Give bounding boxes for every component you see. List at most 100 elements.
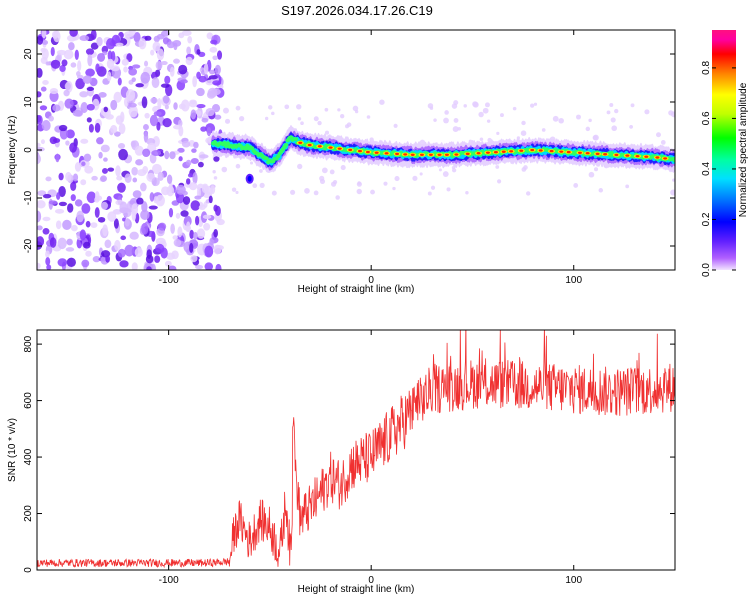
noise-blob (205, 107, 215, 117)
snr-ytick-label: 200 (23, 505, 34, 522)
noise-blob (37, 114, 43, 126)
faint-dot (340, 165, 346, 171)
faint-dot (394, 176, 400, 182)
noise-blob (196, 71, 201, 80)
faint-dot (319, 175, 325, 181)
noise-blob (130, 140, 136, 148)
faint-dot (588, 171, 595, 178)
noise-blob (81, 259, 90, 268)
noise-blob (65, 171, 72, 182)
faint-dot (313, 190, 319, 196)
noise-blob (143, 124, 149, 131)
noise-blob (173, 42, 178, 51)
noise-blob (187, 36, 193, 44)
noise-blob (85, 68, 95, 77)
faint-dot (383, 181, 388, 186)
noise-blob (100, 175, 107, 182)
noise-blob (141, 222, 149, 235)
faint-dot (593, 167, 599, 172)
snr-xtick-label: 0 (368, 575, 374, 586)
noise-blob (37, 262, 41, 269)
noise-blob (162, 117, 172, 128)
noise-blob (146, 266, 152, 270)
faint-dot (213, 176, 218, 180)
noise-blob (177, 147, 185, 153)
ridge-red (655, 156, 660, 159)
noise-blob (85, 48, 95, 55)
spectrogram-ytick-label: -10 (23, 190, 34, 205)
ridge-red (493, 151, 498, 154)
noise-blob (50, 46, 55, 57)
faint-dot (523, 165, 528, 170)
ridge-red (454, 153, 459, 156)
noise-blob (69, 142, 77, 153)
noise-blob (187, 173, 194, 178)
faint-dot (672, 178, 675, 182)
noise-blob (52, 104, 61, 112)
noise-blob (58, 185, 66, 198)
faint-dot (433, 118, 437, 122)
noise-blob (131, 203, 139, 216)
noise-blob (40, 56, 48, 64)
noise-blob (156, 33, 165, 40)
ridge-red (530, 148, 535, 152)
faint-dot (486, 119, 491, 123)
noise-blob (210, 88, 221, 96)
noise-blob (91, 175, 98, 181)
noise-blob (37, 142, 41, 148)
ridge-green (283, 142, 289, 147)
faint-dot (520, 130, 527, 136)
noise-blob (203, 222, 211, 231)
ridge-red (403, 153, 408, 156)
faint-dot (496, 131, 500, 136)
faint-dot (317, 120, 322, 126)
noise-blob (131, 166, 138, 176)
colorbar-tick-label: 0.4 (701, 162, 712, 176)
faint-dot (221, 166, 228, 173)
snr-frame (36, 329, 676, 571)
noise-blob (58, 201, 67, 207)
snr-ytick-label: 600 (23, 392, 34, 409)
noise-blob (103, 106, 109, 113)
noise-blob (117, 77, 122, 86)
faint-dot (598, 188, 604, 193)
noise-blob (190, 200, 201, 211)
noise-blob (142, 165, 149, 174)
faint-dot (235, 190, 239, 195)
noise-blob (135, 159, 144, 166)
noise-blob (114, 131, 121, 137)
noise-blob (121, 58, 129, 66)
ridge-green (264, 156, 269, 161)
noise-blob (166, 174, 173, 184)
ridge-red (419, 153, 424, 156)
faint-dot (231, 187, 237, 192)
faint-dot (330, 181, 337, 187)
noise-blob (189, 229, 194, 240)
noise-blob (45, 257, 51, 266)
noise-blob (110, 125, 118, 134)
faint-dot (366, 115, 371, 119)
noise-blob (186, 46, 191, 55)
figure-title: S197.2026.034.17.26.C19 (281, 3, 433, 18)
faint-dot (335, 195, 340, 200)
noise-blob (63, 49, 74, 60)
ridge-red (663, 157, 668, 160)
noise-blob (204, 245, 214, 258)
noise-blob (96, 36, 103, 47)
noise-blob (63, 89, 70, 97)
faint-dot (644, 109, 650, 115)
noise-blob (155, 243, 165, 253)
noise-blob (124, 31, 134, 38)
noise-blob (68, 42, 75, 51)
spectrogram-xtick-label: -100 (159, 275, 179, 286)
noise-blob (141, 96, 148, 109)
faint-dot (284, 104, 290, 110)
noise-blob (102, 224, 108, 237)
ridge-green (275, 154, 281, 159)
noise-blob (97, 52, 106, 62)
faint-dot (290, 189, 296, 195)
noise-blob (45, 250, 50, 258)
noise-blob (209, 69, 216, 75)
faint-dot (452, 126, 459, 133)
noise-blob (172, 235, 178, 240)
